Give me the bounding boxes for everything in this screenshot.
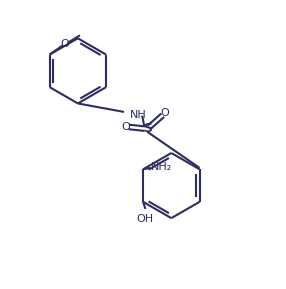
Text: O: O [160,108,169,118]
Text: NH: NH [130,110,147,120]
Text: O: O [61,39,69,49]
Text: S: S [143,123,152,136]
Text: O: O [122,122,130,132]
Text: NH₂: NH₂ [151,162,172,172]
Text: OH: OH [136,214,153,224]
